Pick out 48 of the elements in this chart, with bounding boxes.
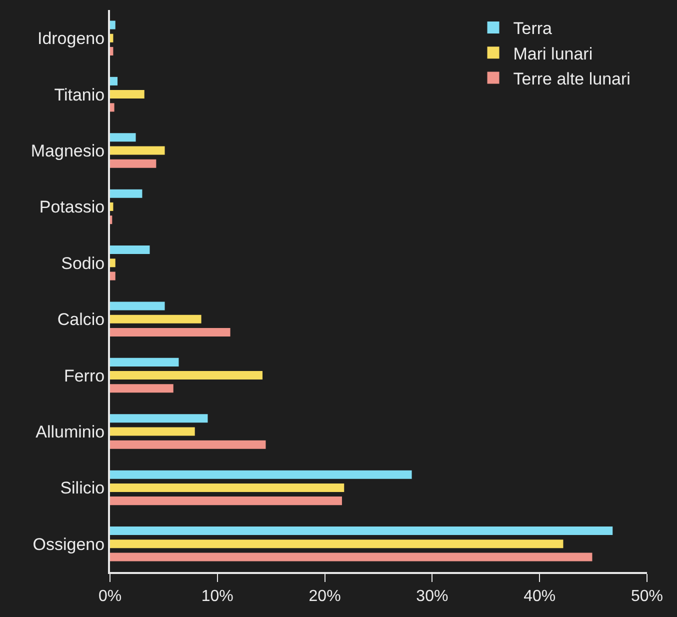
bar [110, 483, 344, 492]
bar [110, 552, 592, 562]
bar [110, 189, 142, 198]
bar [110, 34, 114, 42]
bar [110, 470, 412, 479]
legend-label: Terre alte lunari [513, 69, 630, 88]
y-tick-label: Ferro [64, 366, 105, 386]
bar [110, 328, 230, 336]
bar [110, 384, 174, 393]
y-tick-label: Silicio [60, 478, 105, 498]
bar [110, 540, 564, 548]
x-tick-label: 30% [416, 588, 448, 606]
bar [110, 371, 263, 380]
legend-label: Terra [513, 19, 553, 38]
bar [110, 46, 114, 56]
bar [110, 246, 150, 254]
bar [110, 358, 179, 366]
bar [110, 258, 116, 268]
bar [110, 146, 165, 155]
y-tick-label: Idrogeno [37, 29, 105, 48]
bar [110, 302, 165, 310]
bar [110, 20, 116, 30]
bar [110, 496, 342, 506]
bar [110, 427, 195, 436]
bar [110, 414, 208, 423]
x-tick-label: 50% [630, 588, 664, 606]
bar [110, 76, 118, 86]
bar [110, 272, 116, 280]
y-tick-label: Titanio [54, 85, 105, 104]
x-tick-label: 10% [201, 588, 234, 606]
x-tick-label: 20% [308, 588, 341, 606]
bar [110, 314, 202, 324]
bar [110, 202, 114, 211]
bar [110, 103, 114, 112]
legend-label: Mari lunari [513, 44, 593, 64]
y-tick-label: Alluminio [36, 422, 105, 442]
x-tick-label: 40% [524, 588, 556, 606]
bar [110, 526, 613, 536]
bar [110, 90, 144, 99]
y-tick-label: Ossigeno [32, 534, 105, 554]
bar [110, 159, 156, 168]
y-tick-label: Magnesio [30, 141, 105, 160]
y-tick-label: Calcio [57, 310, 105, 330]
bar [110, 133, 136, 142]
y-tick-label: Sodio [61, 254, 105, 273]
bar [110, 440, 266, 449]
y-tick-label: Potassio [39, 198, 105, 217]
x-tick-label: 0% [98, 588, 122, 606]
